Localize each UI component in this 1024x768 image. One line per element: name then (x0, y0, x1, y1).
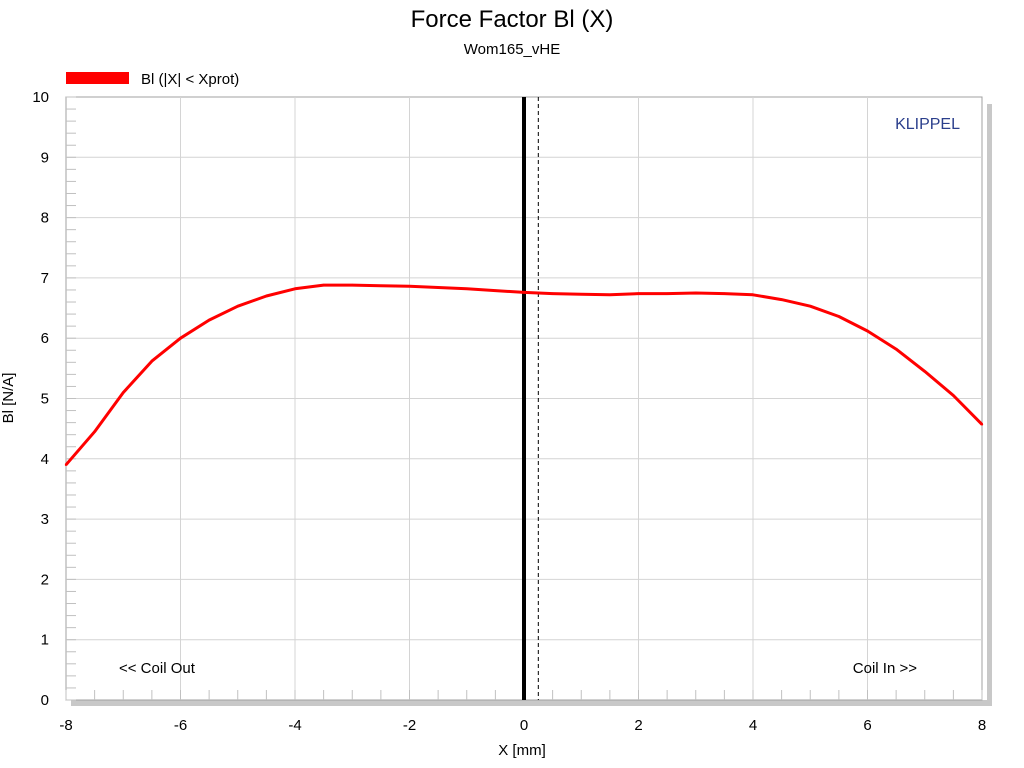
y-tick-label: 0 (41, 692, 49, 709)
x-tick-label: -8 (59, 717, 72, 734)
y-tick-label: 2 (41, 571, 49, 588)
y-tick-label: 5 (41, 391, 49, 408)
data-point (122, 391, 125, 394)
data-point (494, 289, 497, 292)
data-point (379, 284, 383, 287)
data-point (522, 291, 526, 294)
data-point (551, 292, 554, 295)
x-tick-labels: -8 -6 -4 -2 0 2 4 6 8 (59, 717, 986, 734)
data-point (809, 305, 812, 308)
y-tick-label: 6 (41, 330, 49, 347)
data-point (952, 394, 955, 397)
y-axis-label: Bl [N/A] (0, 373, 17, 424)
data-point (580, 292, 583, 296)
data-point (723, 292, 726, 295)
data-point (837, 315, 841, 318)
x-axis-label: X [mm] (498, 742, 546, 759)
data-point (265, 294, 268, 298)
data-point (351, 283, 354, 287)
data-point (866, 329, 869, 333)
minor-ticks (65, 96, 983, 701)
data-point (179, 337, 182, 340)
y-tick-label: 8 (41, 210, 49, 227)
x-tick-label: 2 (634, 717, 642, 734)
data-point (150, 359, 154, 363)
series-layer (64, 283, 984, 467)
y-tick-label: 3 (41, 511, 49, 528)
klippel-brand: KLIPPEL (895, 116, 960, 133)
data-point (923, 370, 926, 373)
data-point (894, 347, 898, 351)
annotation-coil-out: << Coil Out (119, 660, 196, 677)
x-tick-label: 0 (520, 717, 528, 734)
data-point (293, 287, 297, 290)
y-tick-label: 4 (41, 451, 49, 468)
data-point (780, 298, 783, 301)
legend-label: Bl (|X| < Xprot) (141, 71, 239, 88)
x-tick-label: 8 (978, 717, 986, 734)
data-point (608, 293, 612, 296)
data-point (236, 305, 239, 308)
y-tick-label: 7 (41, 270, 49, 287)
y-tick-label: 9 (41, 149, 49, 166)
data-point (322, 283, 325, 287)
data-point (665, 292, 669, 295)
annotation-coil-in: Coil In >> (853, 660, 917, 677)
data-point (637, 292, 640, 295)
data-point (436, 286, 440, 289)
y-tick-label: 1 (41, 632, 49, 649)
chart-title: Force Factor Bl (X) (411, 6, 614, 33)
x-tick-label: -4 (288, 717, 301, 734)
data-point (93, 430, 96, 433)
y-tick-label: 10 (32, 89, 49, 106)
x-tick-label: 4 (749, 717, 757, 734)
x-tick-label: 6 (863, 717, 871, 734)
plot-shadow-bottom (71, 700, 992, 706)
legend: Bl (|X| < Xprot) (66, 71, 239, 88)
data-point (64, 463, 68, 467)
x-tick-label: -6 (174, 717, 187, 734)
legend-swatch (66, 72, 129, 84)
reference-lines (522, 97, 539, 700)
data-point (207, 318, 211, 322)
data-point (694, 291, 697, 295)
chart-subtitle: Wom165_vHE (464, 41, 560, 58)
x-tick-label: -2 (403, 717, 416, 734)
data-point (465, 287, 468, 290)
data-point (408, 285, 411, 288)
y-tick-labels: 0 1 2 3 4 5 6 7 8 9 10 (32, 89, 49, 709)
data-point (980, 423, 984, 426)
data-point (751, 293, 755, 296)
plot-shadow (987, 104, 992, 706)
